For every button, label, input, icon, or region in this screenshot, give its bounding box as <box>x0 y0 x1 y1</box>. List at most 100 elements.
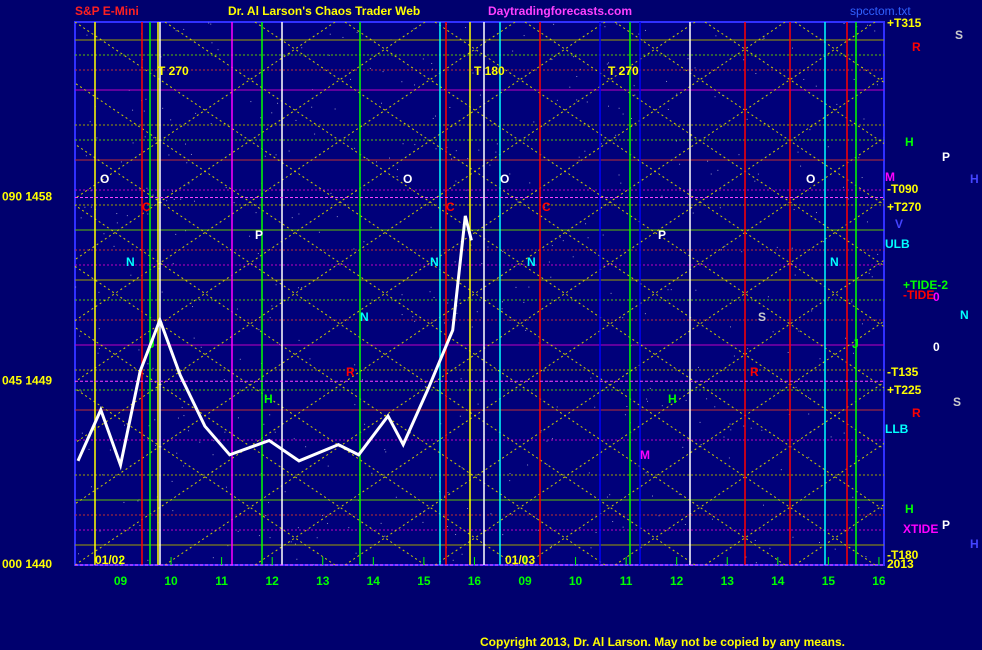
star <box>176 452 178 454</box>
star <box>793 209 795 211</box>
star <box>350 78 352 80</box>
diagonal <box>254 137 884 565</box>
star <box>647 400 649 402</box>
side-label: M <box>885 170 895 184</box>
star <box>495 151 497 153</box>
star <box>451 158 453 160</box>
star <box>569 86 571 88</box>
chart-title: Dr. Al Larson's Chaos Trader Web <box>228 4 420 18</box>
star <box>444 322 446 324</box>
star <box>268 502 270 504</box>
star <box>380 522 382 524</box>
side-label: +T270 <box>887 200 922 214</box>
star <box>843 22 845 24</box>
star <box>401 81 403 83</box>
star <box>84 206 86 208</box>
diagonal <box>434 259 884 565</box>
star <box>584 150 586 152</box>
star <box>761 429 763 431</box>
star <box>116 222 118 224</box>
star <box>729 326 731 328</box>
star <box>183 415 185 417</box>
star <box>109 449 111 451</box>
star <box>90 206 92 208</box>
annotation: C <box>542 200 551 214</box>
star <box>257 253 259 255</box>
star <box>658 515 660 517</box>
star <box>578 160 580 162</box>
star <box>264 155 266 157</box>
star <box>700 444 702 446</box>
star <box>288 150 290 152</box>
diagonal <box>344 198 884 565</box>
side-label: -T090 <box>887 182 919 196</box>
star <box>171 190 173 192</box>
plot-area <box>74 21 885 566</box>
star <box>842 186 844 188</box>
star <box>190 153 192 155</box>
star <box>397 169 399 171</box>
star <box>750 427 752 429</box>
star <box>452 559 454 561</box>
annotation: O <box>403 172 412 186</box>
star <box>147 363 149 365</box>
star <box>609 494 611 496</box>
star <box>461 553 463 555</box>
annotation: N <box>830 255 839 269</box>
star <box>295 119 297 121</box>
star <box>608 62 610 64</box>
star <box>233 202 235 204</box>
star <box>258 329 260 331</box>
star <box>275 154 277 156</box>
star <box>313 564 315 565</box>
star <box>676 93 678 95</box>
star <box>675 140 677 142</box>
annotation: N <box>527 255 536 269</box>
star <box>354 147 356 149</box>
star <box>208 22 210 24</box>
star <box>223 379 225 381</box>
diagonal <box>524 22 884 267</box>
star <box>695 289 697 291</box>
star <box>791 47 793 49</box>
star <box>211 42 213 44</box>
diagonal <box>75 22 786 505</box>
star <box>670 289 672 291</box>
star <box>305 446 307 448</box>
star <box>148 425 150 427</box>
star <box>667 289 669 291</box>
star <box>188 430 190 432</box>
star <box>430 226 432 228</box>
star <box>540 430 542 432</box>
star <box>476 311 478 313</box>
star <box>255 212 257 214</box>
star <box>578 156 580 158</box>
star <box>126 215 128 217</box>
star <box>525 329 527 331</box>
star <box>137 500 139 502</box>
copyright: Copyright 2013, Dr. Al Larson. May not b… <box>480 635 845 649</box>
star <box>867 24 869 26</box>
star <box>250 101 252 103</box>
star <box>265 515 267 517</box>
star <box>422 511 424 513</box>
x-tick-label: 16 <box>468 574 482 588</box>
side-label: 0 <box>933 340 940 354</box>
star <box>626 406 628 408</box>
star <box>212 557 214 559</box>
star <box>249 235 251 237</box>
star <box>435 148 437 150</box>
star <box>361 379 363 381</box>
star <box>830 436 832 438</box>
star <box>755 562 757 564</box>
star <box>144 136 146 138</box>
star <box>861 323 863 325</box>
star <box>747 348 749 350</box>
star <box>489 164 491 166</box>
star <box>447 302 449 304</box>
date-label: 01/02 <box>95 553 125 567</box>
star <box>162 107 164 109</box>
star <box>86 34 88 36</box>
star <box>572 56 574 58</box>
star <box>556 406 558 408</box>
